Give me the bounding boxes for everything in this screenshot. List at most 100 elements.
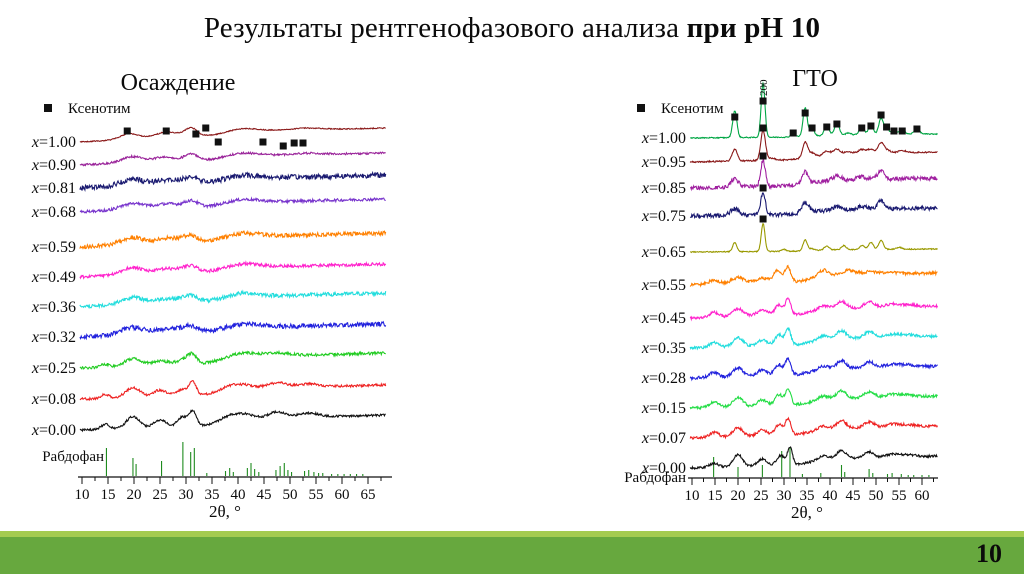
x-tick-label: 10 xyxy=(685,488,700,504)
curve-precipitation-x=0.49 xyxy=(79,260,387,280)
curve-gto-x=0.07 xyxy=(689,416,938,441)
x-tick-label: 35 xyxy=(205,487,220,503)
curve-label-gto-x=1.00: x=1.00 xyxy=(641,130,686,147)
curve-label-precipitation-x=0.81: x=0.81 xyxy=(31,180,76,197)
footer-bar: 10 xyxy=(0,537,1024,574)
xenotime-marker-square xyxy=(808,124,816,132)
curve-gto-x=0.75 xyxy=(689,192,938,220)
curve-label-gto-x=0.45: x=0.45 xyxy=(641,310,686,327)
xenotime-marker-square xyxy=(890,127,898,135)
curve-label-precipitation-x=0.25: x=0.25 xyxy=(31,360,76,377)
xenotime-markers-gto-x=0.85 xyxy=(759,152,767,160)
xenotime-marker-square xyxy=(877,111,885,119)
xenotime-marker-square xyxy=(867,122,875,130)
legend-label: Ксенотим xyxy=(68,101,131,117)
x-tick-label: 35 xyxy=(800,488,815,504)
xenotime-marker-square xyxy=(214,138,222,146)
xenotime-marker-square xyxy=(801,109,809,117)
xenotime-markers-precipitation-x=1.00 xyxy=(123,124,307,150)
slide-title-normal: Результаты рентгенофазового анализа xyxy=(203,12,687,44)
legend-precipitation: Ксенотим xyxy=(44,101,131,117)
x-tick-label: 20 xyxy=(731,488,746,504)
xenotime-markers-gto-x=1.00 xyxy=(731,97,921,137)
reference-label: Рабдофан xyxy=(624,470,686,486)
curve-precipitation-x=1.00 xyxy=(79,126,386,143)
xenotime-marker-square xyxy=(858,124,866,132)
curve-label-gto-x=0.15: x=0.15 xyxy=(641,400,686,417)
x-tick-label: 40 xyxy=(231,487,246,503)
curve-precipitation-x=0.81 xyxy=(79,170,387,192)
curve-label-precipitation-x=0.00: x=0.00 xyxy=(31,422,76,439)
curve-label-precipitation-x=0.90: x=0.90 xyxy=(31,157,76,174)
rhabdophane-sticks-precipitation: Рабдофан xyxy=(42,442,364,476)
x-axis-precipitation: 10 15 20 25 30 35 40 45 50 55 60 65 2θ, ° xyxy=(75,476,392,521)
x-tick-label: 40 xyxy=(823,488,838,504)
curve-gto-x=0.95 xyxy=(689,129,938,164)
curve-gto-x=0.15 xyxy=(689,388,938,411)
legend-marker-square xyxy=(44,104,52,112)
curve-label-precipitation-x=0.08: x=0.08 xyxy=(31,391,76,408)
x-tick-label: 65 xyxy=(361,487,376,503)
xenotime-marker-square xyxy=(759,124,767,132)
x-tick-label: 45 xyxy=(846,488,861,504)
panel-title-gto: ГТО xyxy=(792,66,838,92)
x-tick-label: 50 xyxy=(869,488,884,504)
page-number: 10 xyxy=(976,539,1002,568)
x-tick-label: 10 xyxy=(75,487,90,503)
panel-gto: ГТО Ксенотим 10 15 20 25 30 35 40 45 50 55 60 2θ, ° Ра… xyxy=(624,66,939,522)
curve-precipitation-x=0.68 xyxy=(79,196,386,214)
x-axis-title: 2θ, ° xyxy=(209,502,241,521)
xenotime-marker-square xyxy=(759,152,767,160)
x-tick-label: 15 xyxy=(708,488,723,504)
xenotime-marker-square xyxy=(759,215,767,223)
slide-title-bold: при pH 10 xyxy=(686,12,821,44)
curve-label-gto-x=0.28: x=0.28 xyxy=(641,370,686,387)
panel-precipitation: Осаждение Ксенотим 10 15 20 25 30 35 40 45 50 55 60 6… xyxy=(31,70,392,521)
x-tick-label: 55 xyxy=(892,488,907,504)
curve-label-gto-x=0.55: x=0.55 xyxy=(641,277,686,294)
x-tick-label: 50 xyxy=(283,487,298,503)
x-tick-label: 25 xyxy=(754,488,769,504)
legend-label: Ксенотим xyxy=(661,101,724,117)
rhabdophane-sticks-gto: Рабдофан xyxy=(624,447,930,486)
curve-gto-x=0.45 xyxy=(689,296,939,322)
curve-precipitation-x=0.90 xyxy=(79,150,386,167)
curve-label-precipitation-x=0.59: x=0.59 xyxy=(31,239,76,256)
xenotime-marker-square xyxy=(299,139,307,147)
xenotime-marker-square xyxy=(898,127,906,135)
curve-label-gto-x=0.07: x=0.07 xyxy=(641,430,686,447)
xenotime-marker-square xyxy=(913,125,921,133)
xenotime-marker-square xyxy=(279,142,287,150)
slide-title: Результаты рентгенофазового анализа при … xyxy=(0,12,1024,45)
peak-annotation-200: 200 xyxy=(758,79,770,96)
curve-precipitation-x=0.25 xyxy=(79,349,387,371)
curve-label-gto-x=0.85: x=0.85 xyxy=(641,180,686,197)
reference-label: Рабдофан xyxy=(42,449,104,465)
curve-label-gto-x=0.65: x=0.65 xyxy=(641,244,686,261)
x-tick-label: 20 xyxy=(127,487,142,503)
footer-stripe xyxy=(0,531,1024,537)
curve-label-gto-x=0.95: x=0.95 xyxy=(641,154,686,171)
xenotime-marker-square xyxy=(759,97,767,105)
curve-gto-x=0.00 xyxy=(689,446,938,471)
xenotime-marker-square xyxy=(833,120,841,128)
xenotime-marker-square xyxy=(789,129,797,137)
xenotime-marker-square xyxy=(202,124,210,132)
xenotime-marker-square xyxy=(759,184,767,192)
x-tick-label: 30 xyxy=(777,488,792,504)
panel-title-precipitation: Осаждение xyxy=(121,70,236,96)
xenotime-marker-square xyxy=(192,130,200,138)
x-tick-label: 30 xyxy=(179,487,194,503)
legend-marker-square xyxy=(637,104,645,112)
x-tick-label: 60 xyxy=(335,487,350,503)
curve-label-precipitation-x=0.32: x=0.32 xyxy=(31,329,76,346)
curve-precipitation-x=0.00 xyxy=(79,409,386,433)
curve-label-gto-x=0.35: x=0.35 xyxy=(641,340,686,357)
x-axis-gto: 10 15 20 25 30 35 40 45 50 55 60 2θ, ° xyxy=(685,477,938,522)
x-tick-label: 60 xyxy=(915,488,930,504)
curve-precipitation-x=0.32 xyxy=(79,320,387,341)
curve-gto-x=0.28 xyxy=(689,356,938,382)
xenotime-marker-square xyxy=(123,127,131,135)
curve-label-gto-x=0.75: x=0.75 xyxy=(641,208,686,225)
